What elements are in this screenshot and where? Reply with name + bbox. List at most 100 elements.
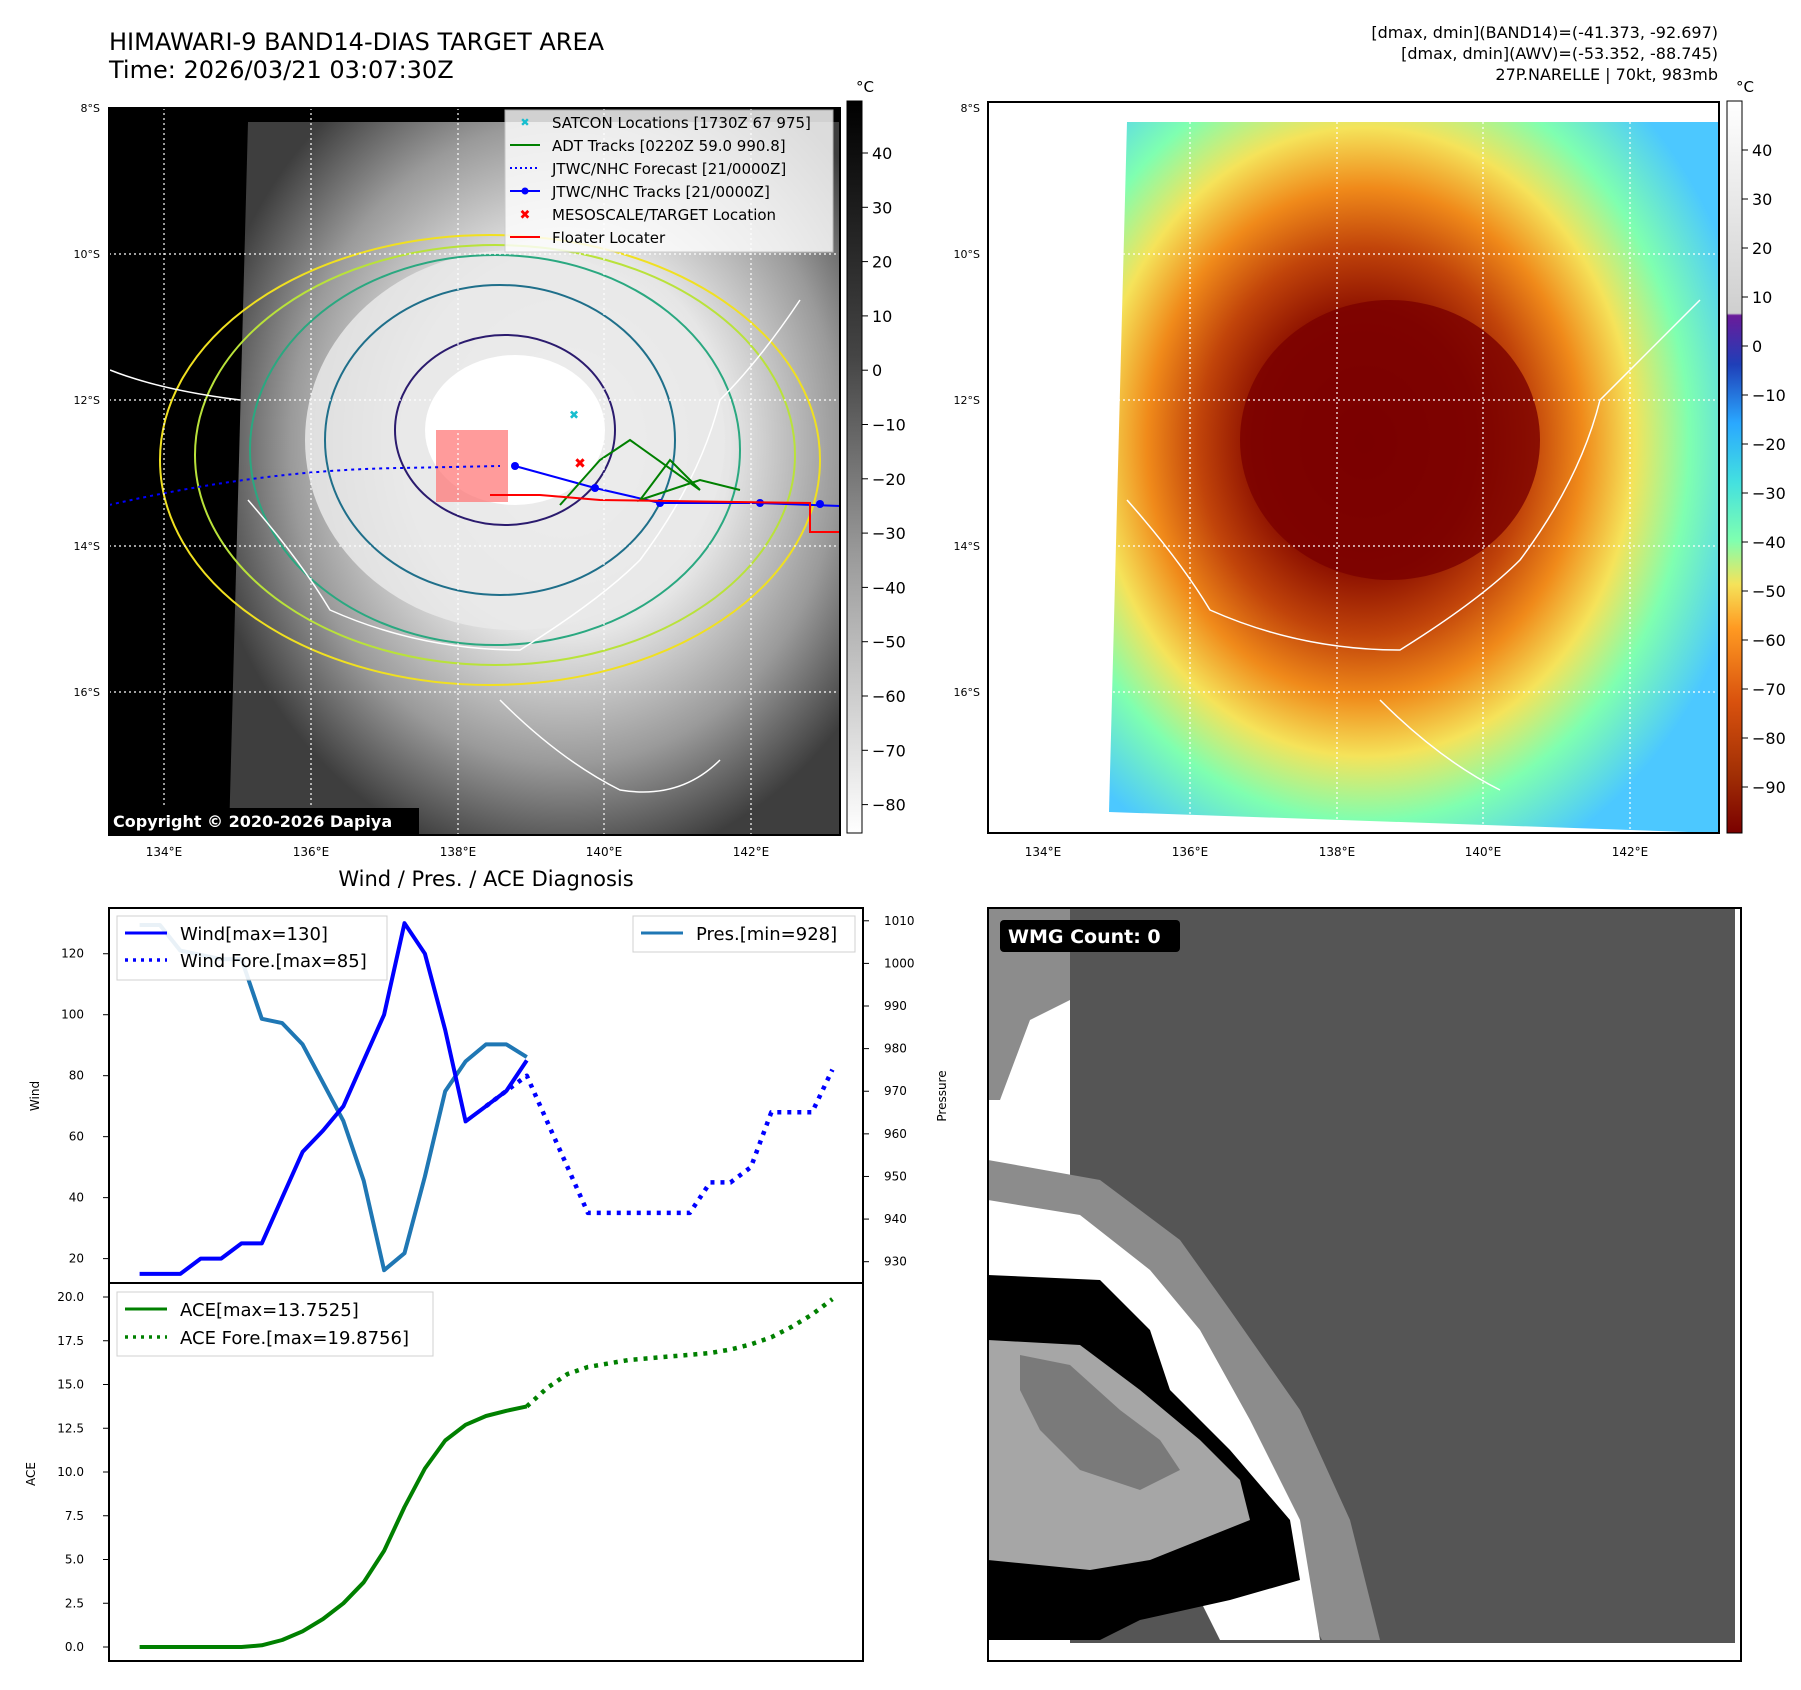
svg-text:8°S: 8°S (81, 102, 100, 115)
svg-text:SATCON Locations [1730Z 67 975: SATCON Locations [1730Z 67 975] (552, 114, 811, 132)
svg-text:✖: ✖ (520, 116, 529, 129)
right-colorbar-tick-label: 30 (1752, 190, 1772, 209)
svg-text:134°E: 134°E (146, 845, 183, 859)
wmg-panel: WMG Count: 0 (987, 907, 1742, 1662)
svg-text:140°E: 140°E (1465, 845, 1502, 859)
svg-text:16°S: 16°S (954, 686, 980, 699)
svg-text:8°S: 8°S (961, 102, 980, 115)
svg-text:138°E: 138°E (1319, 845, 1356, 859)
left-colorbar-tick-label: −60 (872, 687, 906, 706)
left-colorbar-tick-label: 20 (872, 253, 892, 272)
wind-tick-label: 80 (69, 1069, 84, 1083)
ace-legend: ACE[max=13.7525] ACE Fore.[max=19.8756] (116, 1291, 434, 1357)
ace-tick-label: 2.5 (65, 1596, 84, 1610)
info-line-band14: [dmax, dmin](BAND14)=(-41.373, -92.697) (1371, 23, 1718, 42)
svg-text:12°S: 12°S (954, 394, 980, 407)
figure-title-line1: HIMAWARI-9 BAND14-DIAS TARGET AREA (109, 28, 605, 56)
right-colorbar-tick-label: −50 (1752, 582, 1786, 601)
wind-axis-ticks: 20 40 60 80 100 120 (61, 947, 109, 1266)
wind-legend-label: Wind[max=130] (180, 924, 328, 945)
right-colorbar-tick-label: 10 (1752, 288, 1772, 307)
wind-pressure-plot: 20 40 60 80 100 120 930 940 950 960 970 980 990 1000… (28, 907, 949, 1284)
ace-tick-label: 15.0 (57, 1378, 84, 1392)
legend-item-target-location: ✖ MESOSCALE/TARGET Location (520, 206, 777, 224)
pressure-legend-label: Pres.[min=928] (696, 924, 837, 945)
right-colorbar-tick-label: −10 (1752, 386, 1786, 405)
svg-text:12°S: 12°S (74, 394, 100, 407)
map-gridlines-right (988, 102, 1719, 833)
svg-text:10°S: 10°S (74, 248, 100, 261)
svg-text:✖: ✖ (520, 208, 531, 223)
legend-item-adt: ADT Tracks [0220Z 59.0 990.8] (510, 137, 786, 155)
wind-tick-label: 100 (61, 1008, 84, 1022)
pressure-tick-label: 930 (884, 1255, 907, 1269)
right-colorbar-tick-label: −80 (1752, 729, 1786, 748)
ace-axis-label: ACE (24, 1462, 38, 1486)
pressure-tick-label: 1000 (884, 956, 915, 970)
right-colorbar-tick-label: −60 (1752, 631, 1786, 650)
ace-series (139, 1297, 834, 1649)
pressure-tick-label: 960 (884, 1127, 907, 1141)
ace-tick-label: 7.5 (65, 1509, 84, 1523)
satcon-marker: ✖ (569, 408, 579, 422)
right-colorbar-tick-label: −20 (1752, 435, 1786, 454)
wind-fore-legend-label: Wind Fore.[max=85] (180, 951, 367, 972)
left-colorbar-tick-label: −80 (872, 796, 906, 815)
copyright-text: Copyright © 2020-2026 Dapiya (113, 812, 392, 831)
left-colorbar-tick-label: 0 (872, 361, 882, 380)
svg-text:142°E: 142°E (1612, 845, 1649, 859)
pressure-tick-label: 990 (884, 999, 907, 1013)
right-colorbar-tick-label: −70 (1752, 680, 1786, 699)
ace-tick-label: 0.0 (65, 1640, 84, 1654)
wmg-count-badge (1000, 920, 1180, 952)
wind-legend: Wind[max=130] Wind Fore.[max=85] (116, 915, 388, 981)
ace-forecast-line (525, 1297, 834, 1409)
right-colorbar: °C 40 30 20 10 0 −10 −20 −30 −40 −50 −60 −70 −80 −90 (1726, 78, 1786, 834)
svg-text:14°S: 14°S (954, 540, 980, 553)
ace-line (139, 1404, 528, 1649)
diagnosis-title: Wind / Pres. / ACE Diagnosis (338, 867, 633, 891)
floater-locater-line (490, 494, 840, 533)
awv-map-panel (987, 101, 1720, 834)
wind-tick-label: 20 (69, 1252, 84, 1266)
legend-item-jtwc-tracks: JTWC/NHC Tracks [21/0000Z] (510, 183, 770, 201)
pressure-tick-label: 1010 (884, 914, 915, 928)
ace-tick-label: 12.5 (57, 1421, 84, 1435)
dry-slot-core (1240, 300, 1540, 580)
svg-text:JTWC/NHC Tracks [21/0000Z]: JTWC/NHC Tracks [21/0000Z] (551, 183, 770, 201)
left-colorbar-tick-label: 40 (872, 144, 892, 163)
legend-item-floater: Floater Locater (510, 229, 666, 247)
left-colorbar-tick-label: 30 (872, 198, 892, 217)
right-colorbar-tick-label: 0 (1752, 337, 1762, 356)
pressure-tick-label: 950 (884, 1169, 907, 1183)
svg-text:136°E: 136°E (1172, 845, 1209, 859)
ace-fore-legend-label: ACE Fore.[max=19.8756] (180, 1328, 409, 1349)
wmg-mid-gray-core (1020, 1355, 1180, 1490)
left-colorbar-tick-label: −50 (872, 633, 906, 652)
wind-forecast-line (484, 1068, 835, 1216)
right-colorbar-tick-label: −90 (1752, 778, 1786, 797)
svg-text:JTWC/NHC Forecast [21/0000Z]: JTWC/NHC Forecast [21/0000Z] (551, 160, 786, 178)
target-location-marker: ✖ (574, 456, 586, 472)
right-colorbar-tick-label: −40 (1752, 533, 1786, 552)
adt-track (559, 438, 741, 506)
left-colorbar-tick-label: 10 (872, 307, 892, 326)
legend-item-jtwc-forecast: JTWC/NHC Forecast [21/0000Z] (510, 160, 786, 178)
right-colorbar-tick-label: −30 (1752, 484, 1786, 503)
coastline-right (989, 299, 1701, 791)
svg-text:16°S: 16°S (74, 686, 100, 699)
svg-text:134°E: 134°E (1025, 845, 1062, 859)
pressure-tick-label: 970 (884, 1084, 907, 1098)
left-map-lat-labels: 8°S 10°S 12°S 14°S 16°S (74, 102, 100, 699)
copyright-badge (109, 808, 419, 834)
jtwc-forecast-track (109, 465, 501, 506)
ace-legend-label: ACE[max=13.7525] (180, 1300, 359, 1321)
wmg-count-text: WMG Count: 0 (1008, 926, 1161, 948)
svg-text:MESOSCALE/TARGET Location: MESOSCALE/TARGET Location (552, 206, 776, 224)
left-colorbar-ticks: 40 30 20 10 0 −10 −20 −30 −40 −50 −60 −70 −80 (862, 144, 906, 815)
left-colorbar-tick-label: −10 (872, 416, 906, 435)
svg-text:136°E: 136°E (293, 845, 330, 859)
contour-rings (159, 234, 821, 686)
right-map-lat-labels: 8°S 10°S 12°S 14°S 16°S (954, 102, 980, 699)
